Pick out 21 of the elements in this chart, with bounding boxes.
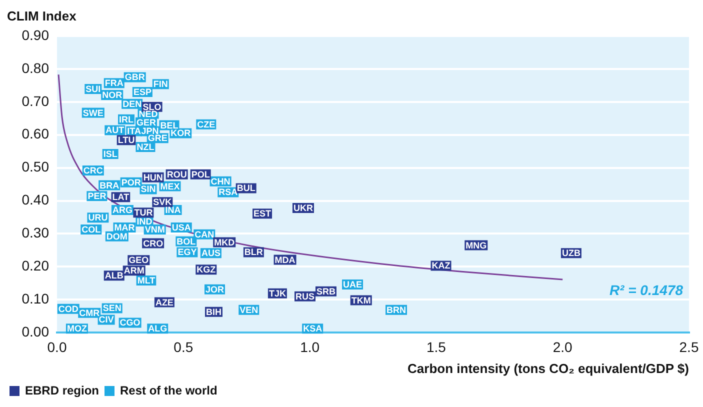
x-tick-label: 2.5 — [679, 338, 699, 355]
y-tick-label: 0.80 — [22, 60, 50, 76]
y-tick-label: 0.20 — [22, 258, 50, 274]
x-axis-title: Carbon intensity (tons CO₂ equivalent/GDP $) — [408, 360, 689, 376]
x-tick-label: 0.5 — [174, 338, 194, 355]
legend-label: Rest of the world — [120, 383, 218, 398]
y-tick-label: 0.90 — [22, 26, 50, 43]
x-tick-label: 0.0 — [47, 338, 67, 355]
annotation: R² = 0.1478 — [609, 282, 684, 298]
x-tick-label: 1.0 — [300, 338, 320, 355]
y-tick-label: 0.00 — [22, 323, 50, 340]
y-tick-label: 0.10 — [22, 290, 50, 307]
y-tick-label: 0.30 — [22, 224, 50, 241]
x-tick-label: 2.0 — [552, 338, 573, 355]
y-tick-label: 0.70 — [22, 92, 50, 109]
y-tick-label: 0.50 — [22, 158, 50, 175]
x-tick-label: 1.5 — [426, 338, 446, 355]
legend-label: EBRD region — [25, 383, 100, 398]
y-tick-label: 0.40 — [22, 192, 50, 208]
y-axis-title: CLIM Index — [7, 8, 78, 24]
y-tick-label: 0.60 — [22, 126, 50, 142]
